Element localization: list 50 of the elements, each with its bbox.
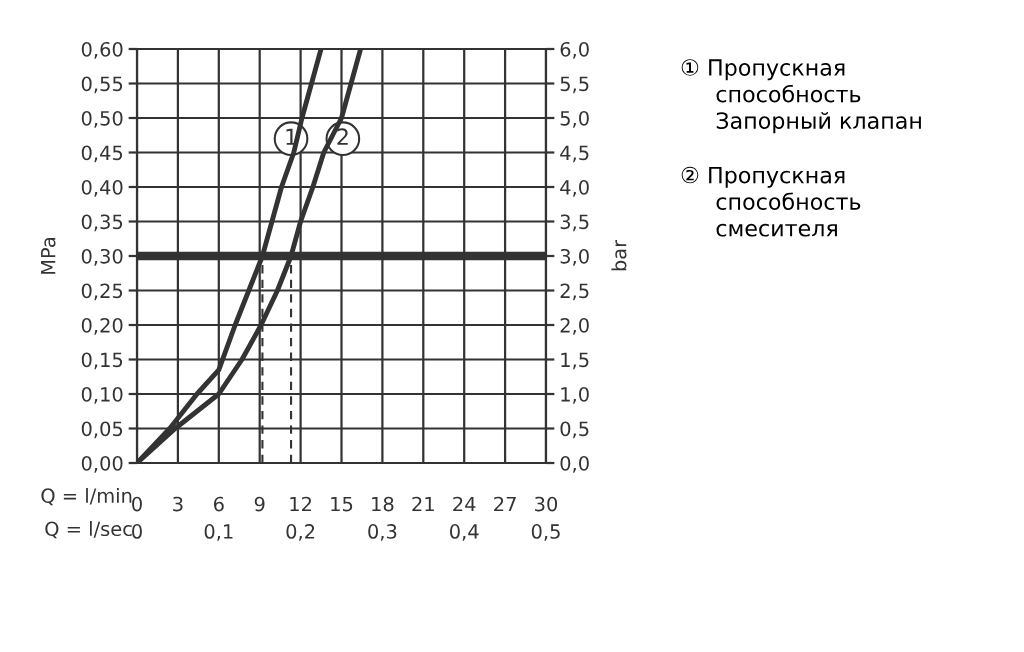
x-tick-label: 30 bbox=[535, 496, 558, 512]
x-tick-label: 0 bbox=[132, 496, 142, 512]
y-tick-label: 0,15 bbox=[81, 352, 123, 370]
annotation: 2 bbox=[337, 128, 348, 145]
y2-tick-label: 2,5 bbox=[560, 283, 589, 301]
x-tick-label: 15 bbox=[331, 496, 353, 512]
y-tick-label: 0,35 bbox=[81, 214, 123, 232]
y-axis-title: MPa bbox=[41, 237, 56, 274]
y2-tick-label: 4,5 bbox=[560, 145, 589, 163]
x2-tick-label: 0 bbox=[132, 524, 142, 539]
y-tick-label: 0,40 bbox=[81, 179, 123, 197]
y-tick-label: 0,45 bbox=[81, 145, 123, 163]
y-tick-label: 0,10 bbox=[81, 386, 123, 404]
y2-tick-label: 6,0 bbox=[560, 41, 589, 59]
x2-tick-label: 0,2 bbox=[286, 524, 315, 541]
y-tick-label: 0,50 bbox=[81, 110, 123, 128]
x2-tick-label: 0,1 bbox=[204, 524, 233, 541]
y-tick-label: 0,60 bbox=[81, 41, 123, 59]
y2-tick-label: 4,0 bbox=[560, 179, 589, 197]
y2-tick-label: 1,0 bbox=[561, 386, 589, 404]
y-tick-label: 0,30 bbox=[81, 248, 123, 266]
x-tick-label: 9 bbox=[254, 496, 265, 512]
y-tick-label: 0,55 bbox=[81, 76, 123, 94]
y2-tick-label: 5,5 bbox=[560, 76, 589, 94]
x-tick-label: 21 bbox=[412, 496, 434, 512]
x-tick-label: 18 bbox=[372, 496, 394, 512]
x2-tick-label: 0,4 bbox=[450, 524, 479, 541]
y2-axis-title: bar bbox=[611, 239, 627, 271]
x-axis-title: Q = l/min bbox=[41, 487, 132, 506]
y2-tick-label: 0,5 bbox=[560, 421, 589, 439]
y2-tick-label: 3,0 bbox=[560, 248, 589, 266]
y2-tick-label: 2,0 bbox=[560, 317, 589, 335]
y2-tick-label: 1,5 bbox=[561, 352, 589, 370]
x-tick-label: 12 bbox=[290, 496, 312, 512]
y-tick-label: 0,05 bbox=[81, 421, 123, 439]
y2-tick-label: 3,5 bbox=[560, 214, 589, 232]
y2-tick-label: 5,0 bbox=[560, 110, 589, 128]
text: ② Пропускная способность смесителя bbox=[681, 166, 861, 237]
x2-axis-title: Q = l/sec bbox=[45, 521, 132, 539]
y2-tick-label: 0,0 bbox=[560, 455, 589, 473]
x-tick-label: 6 bbox=[213, 496, 224, 512]
x-tick-label: 27 bbox=[494, 496, 516, 512]
text: ① Пропускная способность Запорный клапан bbox=[681, 59, 921, 134]
x2-tick-label: 0,5 bbox=[531, 524, 560, 541]
x-tick-label: 24 bbox=[453, 496, 476, 512]
x2-tick-label: 0,3 bbox=[368, 524, 397, 541]
y-tick-label: 0,00 bbox=[81, 455, 123, 473]
x-tick-label: 3 bbox=[173, 496, 183, 512]
y-tick-label: 0,25 bbox=[81, 283, 123, 301]
y-tick-label: 0,20 bbox=[81, 317, 123, 335]
